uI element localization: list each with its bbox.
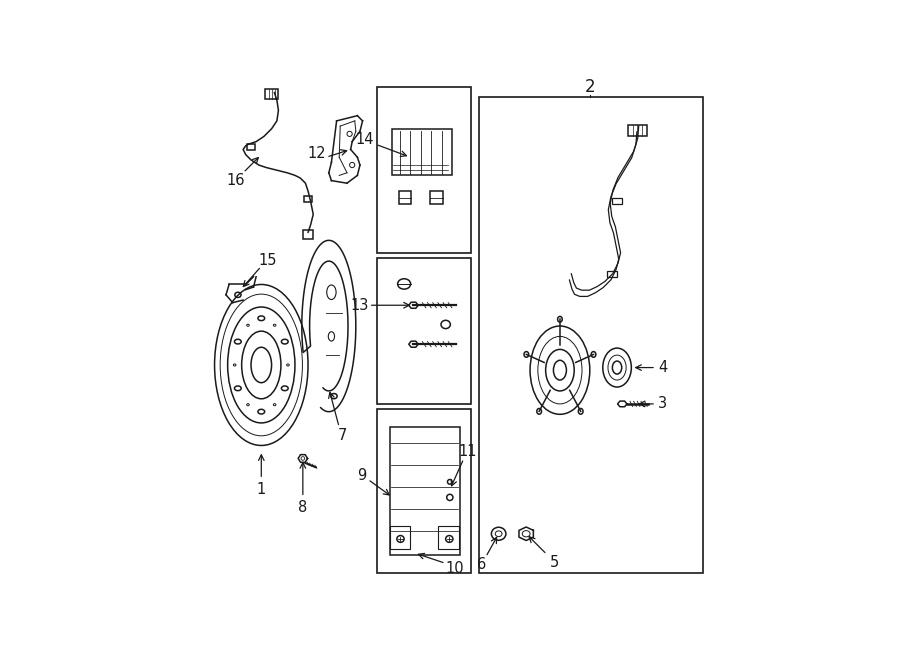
Text: 10: 10	[446, 561, 464, 576]
Bar	[612, 198, 622, 204]
Text: 16: 16	[226, 173, 245, 188]
Text: 1: 1	[256, 482, 266, 497]
Bar	[399, 191, 411, 204]
Text: 8: 8	[298, 500, 308, 516]
Text: 6: 6	[477, 557, 487, 572]
Bar	[480, 97, 703, 572]
Bar	[392, 129, 452, 175]
Text: 4: 4	[658, 360, 668, 375]
Text: 3: 3	[658, 397, 667, 411]
Bar	[377, 87, 471, 253]
Bar	[390, 526, 410, 549]
Text: 15: 15	[258, 253, 277, 268]
Text: 14: 14	[356, 132, 374, 147]
Bar	[438, 526, 459, 549]
Bar	[302, 231, 313, 239]
Bar	[430, 191, 443, 204]
Text: 11: 11	[458, 444, 477, 459]
Text: 7: 7	[338, 428, 347, 443]
Text: 9: 9	[357, 467, 366, 483]
Bar	[628, 125, 647, 136]
Bar	[607, 271, 617, 277]
Bar	[390, 427, 460, 555]
Text: 12: 12	[308, 145, 326, 161]
Bar	[377, 409, 471, 572]
Text: 13: 13	[351, 297, 369, 313]
Bar	[266, 89, 278, 98]
Bar	[304, 196, 312, 202]
Bar	[247, 143, 255, 150]
Bar	[377, 258, 471, 404]
Text: 5: 5	[550, 555, 560, 570]
Text: 2: 2	[585, 78, 596, 96]
